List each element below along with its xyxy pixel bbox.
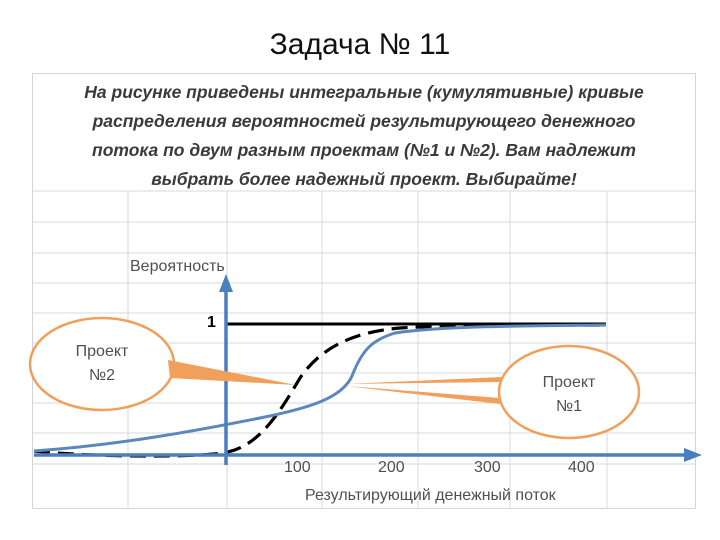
callout-right-pointer-upper xyxy=(346,377,502,384)
project1-curve xyxy=(33,323,607,453)
callout-left-line1: Проект xyxy=(75,343,129,360)
x-tick-label: 100 xyxy=(284,459,311,476)
task-line: потока по двум разным проектам (№1 и №2)… xyxy=(92,140,636,160)
slide-title: Задача № 11 xyxy=(269,28,451,61)
probability-one-label: 1 xyxy=(207,314,216,331)
callout-right-pointer-lower xyxy=(346,386,500,404)
callout-left-pointer xyxy=(168,360,296,385)
x-axis-arrow xyxy=(684,448,702,462)
x-axis-label: Результирующий денежный поток xyxy=(305,487,556,504)
callout-right-bubble xyxy=(497,344,641,440)
callout-right-line2: №1 xyxy=(555,398,583,415)
y-axis-label: Вероятность xyxy=(130,258,225,275)
callout-left-text: Проект №2 xyxy=(50,340,154,388)
callout-right-line1: Проект xyxy=(542,374,596,391)
task-line: На рисунке приведены интегральные (кумул… xyxy=(84,82,644,102)
x-tick-label: 200 xyxy=(378,459,405,476)
callout-left-line2: №2 xyxy=(88,367,116,384)
task-line: распределения вероятностей результирующе… xyxy=(92,111,636,131)
y-axis-arrow xyxy=(219,274,233,292)
task-description: На рисунке приведены интегральные (кумул… xyxy=(32,78,696,194)
task-line: выбрать более надежный проект. Выбирайте… xyxy=(151,169,577,189)
x-tick-label: 300 xyxy=(474,459,501,476)
x-tick-label: 400 xyxy=(568,459,595,476)
callout-right-text: Проект №1 xyxy=(517,371,621,419)
